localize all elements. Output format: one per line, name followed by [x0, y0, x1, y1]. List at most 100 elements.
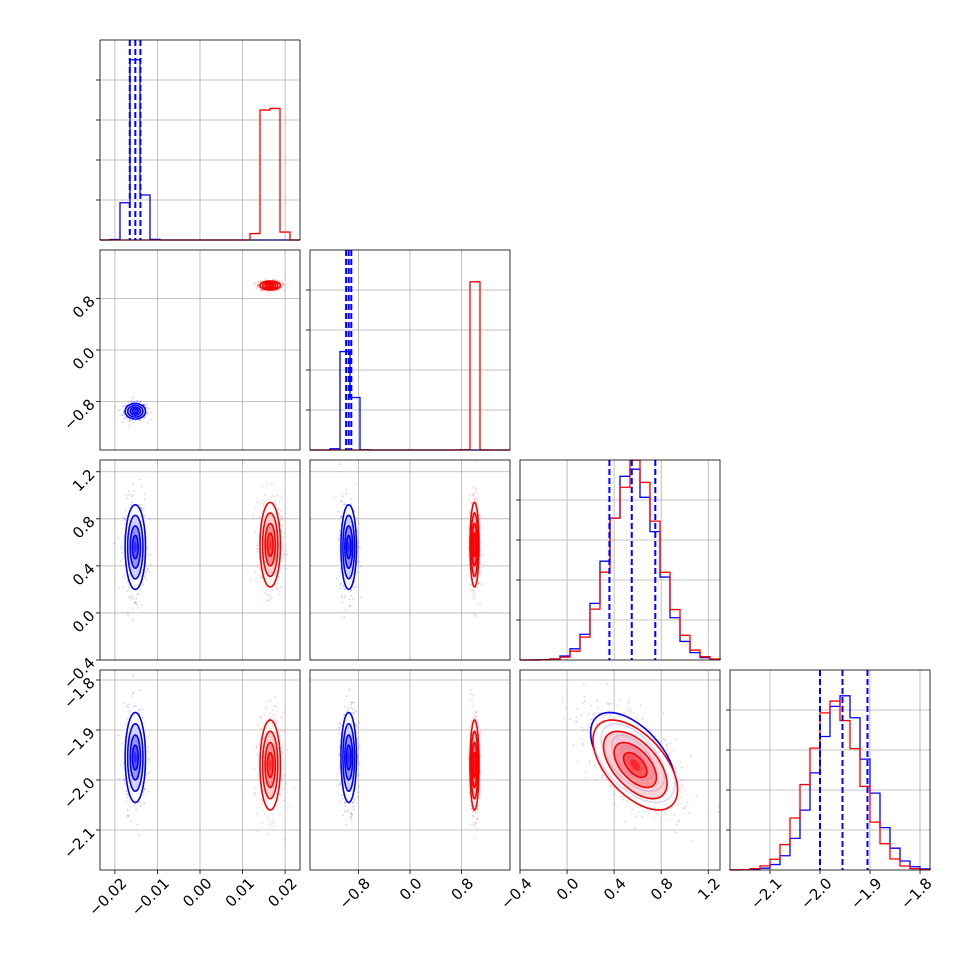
- sample-point: [136, 593, 139, 596]
- sample-point: [350, 818, 353, 821]
- sample-point: [472, 714, 475, 717]
- sample-point: [633, 827, 636, 830]
- sample-point: [279, 729, 282, 731]
- sample-point: [143, 508, 145, 510]
- sample-point: [267, 833, 269, 836]
- sample-point: [476, 500, 478, 503]
- scatter-panel-3-2: [309, 459, 511, 661]
- sample-point: [133, 601, 136, 604]
- histogram-series-2: [519, 459, 721, 661]
- contour-line: [342, 722, 356, 793]
- panel-frame: [99, 39, 301, 241]
- sample-point: [267, 823, 270, 826]
- sample-point: [273, 820, 276, 823]
- sample-point: [125, 493, 128, 496]
- contour-line: [261, 281, 279, 290]
- sample-point: [134, 705, 137, 707]
- sample-point: [259, 516, 262, 519]
- sample-point: [272, 278, 275, 281]
- sample-point: [681, 779, 684, 782]
- sample-point: [147, 412, 149, 414]
- sample-point: [354, 482, 357, 485]
- sample-point: [136, 603, 139, 606]
- sample-point: [261, 587, 263, 589]
- sample-point: [130, 820, 133, 822]
- sample-point: [356, 796, 359, 798]
- sample-point: [147, 751, 150, 753]
- sample-point: [469, 511, 472, 514]
- sample-point: [270, 597, 272, 600]
- sample-point: [469, 583, 472, 586]
- sample-point: [136, 400, 139, 402]
- sample-point: [130, 504, 133, 507]
- sample-point: [285, 550, 288, 552]
- sample-point: [639, 704, 642, 707]
- sample-point: [271, 819, 273, 821]
- sample-point: [339, 500, 342, 503]
- sample-point: [590, 704, 593, 707]
- sample-point: [276, 494, 279, 497]
- sample-point: [472, 694, 474, 697]
- sample-point: [143, 575, 146, 578]
- sample-point: [269, 717, 272, 720]
- sample-point: [626, 716, 629, 719]
- sample-point: [148, 758, 151, 761]
- sample-point: [280, 716, 283, 719]
- sample-point: [123, 516, 125, 519]
- contour-line: [124, 503, 147, 591]
- sample-point: [132, 674, 134, 677]
- sample-point: [281, 282, 284, 285]
- sample-point: [474, 836, 476, 839]
- sample-point: [469, 725, 471, 727]
- sample-point: [344, 801, 346, 804]
- sample-point: [281, 743, 283, 746]
- sample-point: [139, 503, 142, 506]
- sample-point: [340, 587, 342, 590]
- sample-point: [147, 772, 149, 775]
- sample-point: [470, 689, 473, 691]
- contour-line: [264, 282, 277, 289]
- sample-point: [142, 716, 144, 719]
- sample-point: [149, 571, 151, 573]
- sample-point: [663, 739, 666, 741]
- sample-point: [269, 290, 272, 293]
- sample-point: [337, 510, 340, 512]
- sample-point: [147, 761, 150, 763]
- sample-point: [139, 478, 142, 481]
- density-level: [134, 541, 137, 553]
- panel-frame: [309, 249, 511, 451]
- sample-point: [281, 286, 284, 288]
- sample-point: [613, 803, 616, 806]
- sample-point: [124, 523, 127, 525]
- sample-point: [358, 722, 361, 724]
- sample-point: [126, 418, 129, 420]
- scatter-panel-2-1: [99, 249, 301, 451]
- sample-point: [131, 419, 133, 422]
- sample-point: [269, 595, 272, 598]
- sample-point: [355, 585, 357, 588]
- sample-point: [149, 518, 151, 520]
- sample-point: [126, 793, 129, 796]
- sample-point: [350, 816, 352, 819]
- sample-point: [134, 400, 136, 403]
- sample-point: [476, 498, 479, 500]
- sample-point: [339, 732, 342, 735]
- sample-point: [468, 494, 471, 497]
- sample-point: [139, 400, 141, 403]
- sample-point: [120, 547, 123, 550]
- sample-point: [256, 284, 259, 287]
- sample-point: [349, 605, 351, 608]
- sample-point: [479, 583, 482, 586]
- sample-point: [471, 705, 474, 708]
- sample-point: [281, 545, 283, 548]
- sample-point: [123, 701, 125, 704]
- sample-point: [133, 490, 135, 492]
- contour-line: [266, 283, 274, 288]
- contour-line: [266, 532, 274, 558]
- sample-point: [131, 501, 133, 504]
- sample-point: [143, 802, 146, 805]
- sample-point: [675, 738, 678, 741]
- density-level: [347, 751, 350, 764]
- sample-point: [476, 818, 479, 820]
- sample-point: [123, 574, 125, 577]
